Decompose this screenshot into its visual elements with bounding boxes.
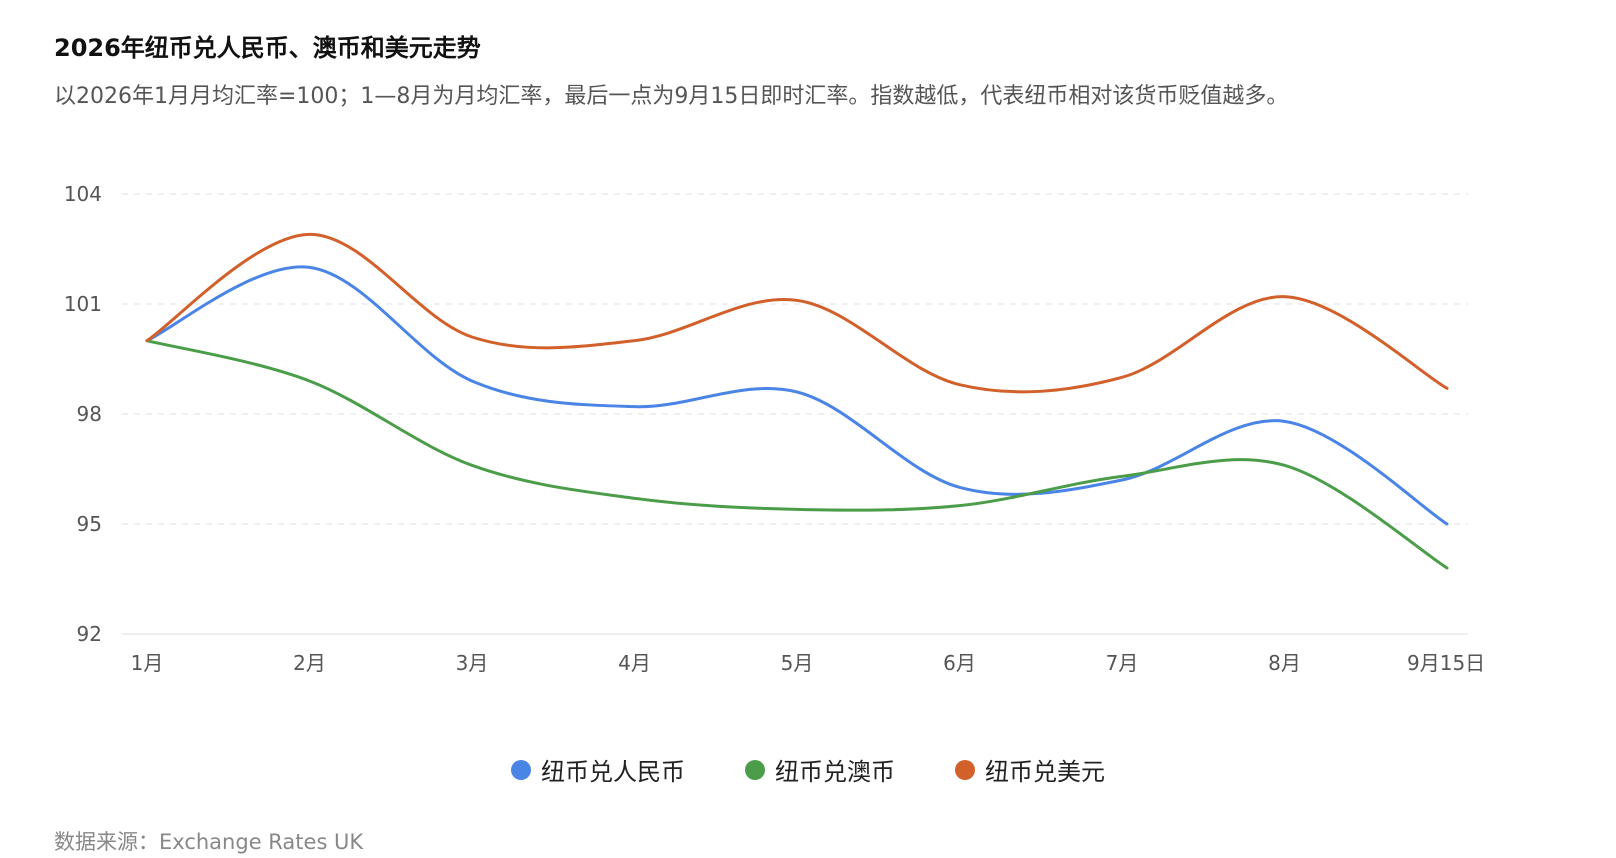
line-chart-plot: 104 101 98 95 92 1月 2月 3月 4月 5月 6月 7月 8月 9月15日	[64, 182, 1486, 675]
legend-swatch	[955, 759, 975, 780]
y-tick-label: 95	[77, 512, 102, 536]
legend-item-0: 纽币兑人民币	[511, 752, 685, 787]
legend-swatch	[745, 759, 765, 780]
series-line-0	[145, 265, 1449, 526]
legend-item-1: 纽币兑澳币	[745, 752, 895, 787]
x-tick-label: 7月	[1106, 651, 1139, 675]
chart-title: 2026年纽币兑人民币、澳币和美元走势	[54, 34, 481, 62]
gridlines	[122, 193, 1468, 635]
x-tick-label: 5月	[781, 651, 814, 675]
legend-label: 纽币兑美元	[985, 758, 1105, 786]
x-tick-label: 9月15日	[1407, 651, 1485, 675]
x-tick-label: 8月	[1268, 651, 1301, 675]
data-source: 数据来源：Exchange Rates UK	[54, 830, 364, 854]
y-tick-label: 98	[77, 402, 102, 426]
x-tick-label: 6月	[943, 651, 976, 675]
x-tick-label: 1月	[131, 651, 164, 675]
legend-label: 纽币兑人民币	[541, 758, 685, 786]
series-line-1	[145, 339, 1449, 570]
y-tick-label: 104	[64, 182, 102, 206]
series-lines	[145, 232, 1449, 570]
legend-item-2: 纽币兑美元	[955, 752, 1105, 787]
y-tick-label: 101	[64, 292, 102, 316]
series-line-2	[145, 232, 1449, 394]
legend-swatch	[511, 759, 531, 780]
x-axis-ticks: 1月 2月 3月 4月 5月 6月 7月 8月 9月15日	[131, 651, 1486, 675]
y-axis-ticks: 104 101 98 95 92	[64, 182, 102, 646]
chart-subtitle: 以2026年1月月均汇率=100；1—8月为月均汇率，最后一点为9月15日即时汇…	[54, 84, 1289, 109]
x-tick-label: 2月	[293, 651, 326, 675]
x-tick-label: 4月	[618, 651, 651, 675]
chart-legend: 纽币兑人民币 纽币兑澳币 纽币兑美元	[0, 752, 1616, 787]
y-tick-label: 92	[77, 622, 102, 646]
x-tick-label: 3月	[456, 651, 489, 675]
legend-label: 纽币兑澳币	[775, 758, 895, 786]
